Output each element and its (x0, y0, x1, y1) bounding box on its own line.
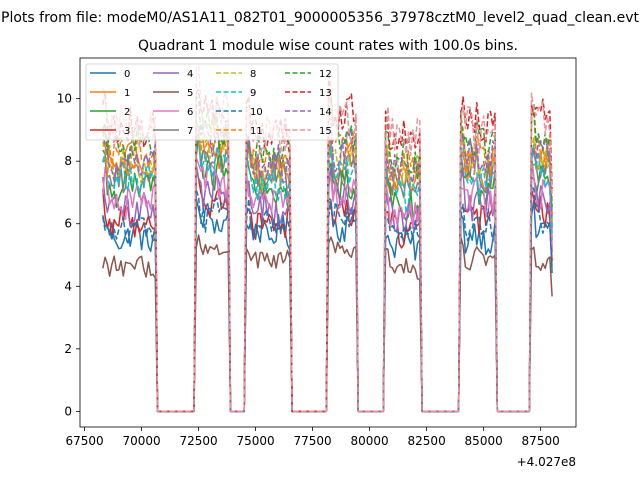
legend-label-1: 1 (124, 88, 130, 99)
plot-frame (79, 57, 577, 428)
x-tick-label: 85000 (465, 434, 503, 448)
y-tick-label: 10 (57, 92, 72, 106)
y-tick-label: 2 (64, 342, 72, 356)
legend-label-10: 10 (250, 107, 263, 118)
y-tick-label: 8 (64, 154, 72, 168)
series-layer (102, 65, 553, 413)
plot-title: Quadrant 1 module wise count rates with … (138, 38, 518, 54)
legend-label-0: 0 (124, 69, 130, 80)
series-line-14 (102, 117, 553, 413)
legend-frame (85, 63, 339, 141)
legend-label-7: 7 (187, 126, 193, 137)
legend-label-2: 2 (124, 107, 130, 118)
y-tick-label: 0 (64, 404, 72, 418)
legend-label-11: 11 (250, 126, 263, 137)
figure-suptitle: Plots from file: modeM0/AS1A11_082T01_90… (1, 10, 639, 26)
x-tick-label: 82500 (408, 434, 446, 448)
x-tick-label: 87500 (522, 434, 560, 448)
x-tick-label: 70000 (122, 434, 160, 448)
legend-label-8: 8 (250, 69, 256, 80)
legend-label-5: 5 (187, 88, 193, 99)
legend-label-13: 13 (319, 88, 332, 99)
x-tick-label: 77500 (294, 434, 332, 448)
x-offset-label: +4.027e8 (517, 455, 576, 469)
y-tick-label: 6 (64, 217, 72, 231)
legend-label-9: 9 (250, 88, 256, 99)
legend-label-12: 12 (319, 69, 332, 80)
x-tick-label: 67500 (65, 434, 103, 448)
x-tick-label: 75000 (237, 434, 275, 448)
legend-label-3: 3 (124, 126, 130, 137)
x-tick-label: 72500 (179, 434, 217, 448)
legend-label-15: 15 (319, 126, 332, 137)
legend-label-4: 4 (187, 69, 193, 80)
y-axis: 0 2 4 6 8 10 (57, 92, 80, 418)
legend-label-6: 6 (187, 107, 193, 118)
legend-label-14: 14 (319, 107, 332, 118)
x-axis: 67500 70000 72500 75000 77500 80000 82500 85000… (65, 427, 560, 448)
y-tick-label: 4 (64, 279, 72, 293)
x-tick-label: 80000 (351, 434, 389, 448)
series-line-15 (102, 65, 553, 413)
series-line-10 (102, 185, 553, 413)
